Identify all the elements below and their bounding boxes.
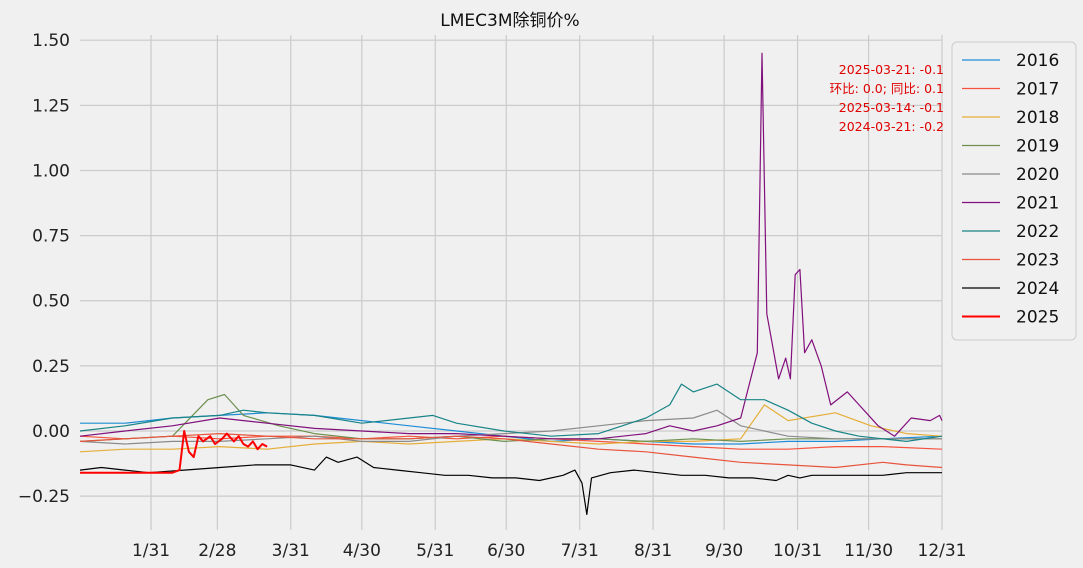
legend-label: 2016 [1016,51,1059,71]
series-line-2025 [80,430,268,474]
y-tick-label: 0.25 [32,357,70,377]
y-tick-label: 1.50 [32,31,70,51]
legend-label: 2023 [1016,251,1059,271]
x-tick-label: 5/31 [416,541,454,561]
annotation-box: 2025-03-21: -0.1 环比: 0.0; 同比: 0.1 2025-03-… [830,62,944,134]
y-axis: −0.25 0.00 0.25 0.50 0.75 1.00 1.25 1.50 [18,31,70,507]
plot-area [79,52,943,515]
y-tick-label: −0.25 [18,487,70,507]
annotation-text: 2024-03-21: -0.2 [839,119,944,134]
y-tick-label: 1.25 [32,96,70,116]
legend-label: 2022 [1016,222,1059,242]
legend-label: 2017 [1016,80,1059,100]
x-tick-label: 2/28 [198,541,236,561]
legend-label: 2020 [1016,165,1059,185]
y-tick-label: 1.00 [32,161,70,181]
annotation-text: 2025-03-21: -0.1 [839,62,944,77]
x-tick-label: 10/31 [773,541,822,561]
legend-label: 2021 [1016,194,1059,214]
series-line-2022 [79,383,943,442]
x-tick-label: 4/30 [343,541,381,561]
x-tick-label: 3/31 [272,541,310,561]
series-line-2020 [79,409,942,445]
legend-label: 2024 [1016,279,1059,299]
x-tick-label: 9/30 [705,541,743,561]
y-tick-label: 0.75 [32,227,70,247]
grid-lines [80,35,943,530]
annotation-text: 环比: 0.0; 同比: 0.1 [830,81,944,96]
x-tick-label: 7/31 [561,541,599,561]
legend: 2016 2017 2018 2019 2020 2021 2022 2023 2024 2025 [951,41,1077,341]
x-tick-label: 8/31 [634,541,672,561]
chart-title: LMEC3M除铜价% [440,11,579,31]
y-tick-label: 0.50 [32,292,70,312]
y-tick-label: 0.00 [32,422,70,442]
legend-label: 2019 [1016,137,1059,157]
legend-label: 2018 [1016,108,1059,128]
annotation-text: 2025-03-14: -0.1 [839,100,944,115]
x-tick-label: 1/31 [132,541,170,561]
series-line-2024 [79,456,942,515]
legend-label: 2025 [1016,308,1059,328]
x-tick-label: 6/30 [487,541,525,561]
series-line-2018 [79,404,943,453]
x-tick-label: 12/31 [918,541,967,561]
x-tick-label: 11/30 [844,541,893,561]
x-axis: 1/31 2/28 3/31 4/30 5/31 6/30 7/31 8/31 9/30 10/3… [132,541,967,561]
series-line-2021 [79,52,943,440]
